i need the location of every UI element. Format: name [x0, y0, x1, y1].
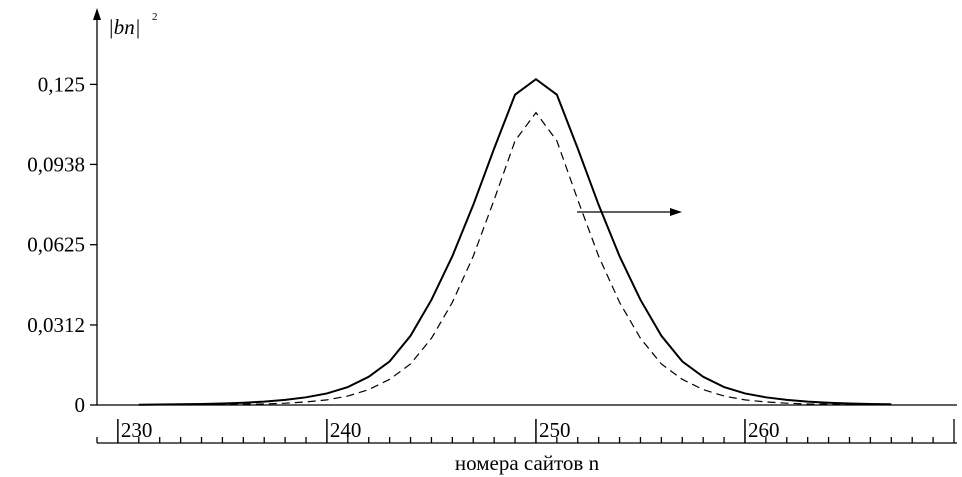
x-tick-label: 240: [330, 418, 362, 442]
y-tick-label: 0,0625: [27, 233, 85, 257]
x-tick-label: 250: [539, 418, 571, 442]
y-tick-label: 0,0312: [27, 313, 85, 337]
annotation-arrowhead: [670, 208, 682, 216]
series-line: [138, 111, 892, 406]
y-axis-label: |bn|: [108, 15, 141, 39]
y-axis-arrow: [93, 8, 101, 20]
x-tick-label: 260: [748, 418, 780, 442]
y-tick-label: 0,0938: [27, 152, 85, 176]
x-axis-label: номера сайтов n: [455, 451, 600, 475]
series-line: [138, 78, 892, 406]
y-tick-label: 0: [75, 393, 86, 417]
y-axis-label-exponent: 2: [152, 11, 158, 23]
y-tick-label: 0,125: [38, 72, 85, 96]
x-tick-label: 230: [121, 418, 153, 442]
